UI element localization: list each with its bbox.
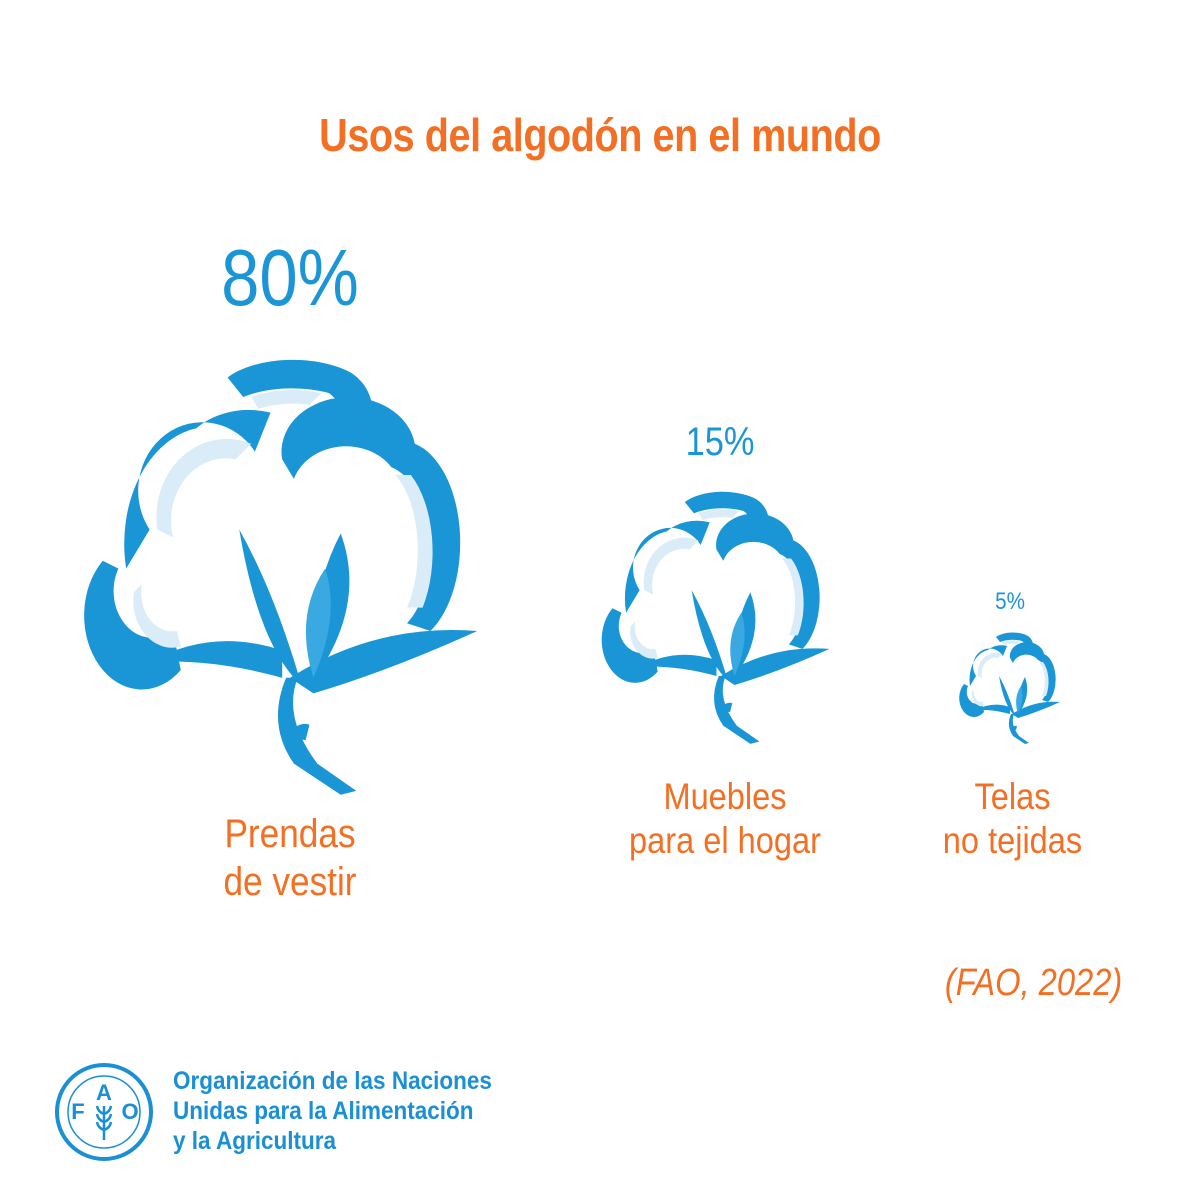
fao-logo-icon: F A O bbox=[55, 1063, 153, 1161]
category-label-prendas: Prendas de vestir bbox=[158, 810, 422, 906]
source-note: (FAO, 2022) bbox=[944, 962, 1122, 1004]
category-label-line: no tejidas bbox=[942, 820, 1083, 862]
value-label-telas: 5% bbox=[995, 588, 1025, 615]
chart-title: Usos del algodón en el mundo bbox=[319, 109, 881, 161]
category-label-line: para el hogar bbox=[629, 820, 821, 862]
category-label-line: Prendas bbox=[224, 812, 356, 856]
organization-name-line: Unidas para la Alimentación bbox=[173, 1097, 474, 1125]
organization-name-line: Organización de las Naciones bbox=[173, 1067, 492, 1095]
cotton-boll-icon bbox=[84, 359, 478, 795]
category-label-line: Telas bbox=[974, 776, 1051, 817]
organization-name: Organización de las Naciones Unidas para… bbox=[173, 1066, 492, 1156]
organization-name-line: y la Agricultura bbox=[173, 1127, 336, 1155]
cotton-boll-icon bbox=[959, 632, 1060, 744]
logo-letter-a: A bbox=[96, 1080, 112, 1105]
cotton-boll-icon bbox=[601, 491, 830, 744]
category-label-telas: Telas no tejidas bbox=[914, 775, 1112, 864]
category-label-line: de vestir bbox=[223, 860, 357, 904]
value-label-muebles: 15% bbox=[685, 420, 755, 464]
value-label-prendas: 80% bbox=[221, 233, 359, 322]
category-label-line: Muebles bbox=[663, 776, 787, 817]
category-label-muebles: Muebles para el hogar bbox=[606, 775, 844, 864]
logo-letter-o: O bbox=[121, 1099, 138, 1124]
logo-letter-f: F bbox=[71, 1099, 84, 1124]
footer: F A O Organización de las Naciones Unida… bbox=[54, 1060, 574, 1170]
